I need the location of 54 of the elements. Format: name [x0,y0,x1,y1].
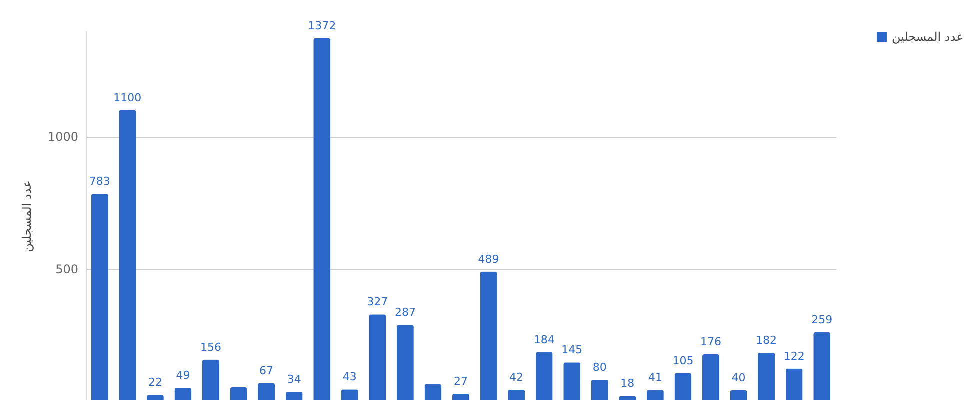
bar [314,38,331,400]
data-label: 259 [812,314,833,327]
bar [786,368,803,400]
data-label: 145 [562,344,583,357]
bar [341,390,358,400]
bar [286,392,303,400]
data-label: 41 [648,371,662,384]
bar [730,390,748,400]
data-label: 27 [454,374,468,388]
data-label: 184 [534,333,555,346]
data-label: 182 [756,334,778,347]
bar [424,384,442,400]
bar [258,383,276,400]
data-label: 40 [732,371,746,384]
legend-label: عدد المسجلين [892,30,964,44]
data-label: 156 [200,340,222,354]
data-label: 327 [367,296,388,309]
data-label: 1372 [308,19,336,32]
bar [452,394,470,400]
bar [91,194,108,400]
bar [202,360,220,400]
bar [508,390,526,400]
data-label: 105 [672,354,694,368]
bar [119,110,136,400]
bar [369,314,386,400]
bar [702,354,720,400]
y-tick-label: 1000 [48,130,78,144]
data-label: 80 [592,360,607,374]
data-label: 783 [89,175,110,188]
data-label: 43 [342,370,357,384]
y-tick-label: 500 [56,262,78,276]
data-label: 34 [287,373,302,386]
data-label: 22 [148,376,162,390]
data-label: 287 [394,306,416,320]
bar [564,362,581,400]
data-label: 42 [510,370,524,384]
data-label: 489 [478,252,500,266]
data-label: 122 [784,350,805,363]
bar [814,332,831,400]
data-label: 49 [176,369,190,382]
bar [480,272,498,400]
data-label: 1100 [114,91,142,104]
bar [396,325,414,400]
data-label: 18 [620,377,635,390]
bar [174,388,192,400]
bar [536,352,553,400]
bar [674,373,692,400]
bar [758,352,776,400]
bar [591,380,608,400]
bar [646,390,664,400]
bar [230,388,248,400]
data-label: 176 [700,335,722,348]
data-label: 67 [260,364,274,378]
y-axis-title: عدد المسجلين [20,180,34,252]
